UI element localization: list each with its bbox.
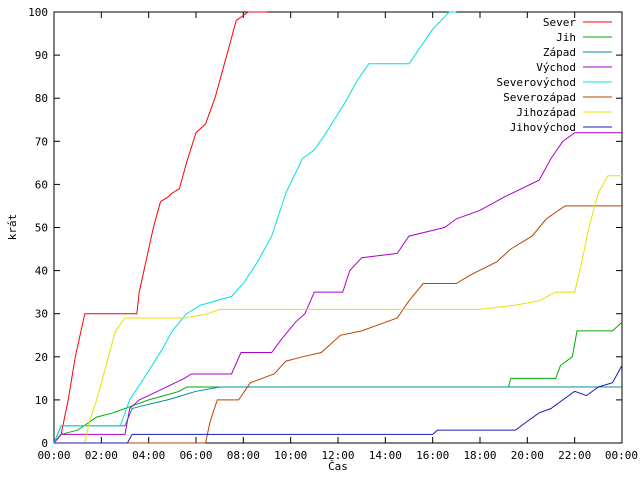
- y-tick-label: 100: [28, 6, 48, 19]
- x-tick-label: 20:00: [511, 449, 544, 462]
- y-tick-label: 80: [35, 92, 48, 105]
- legend: Sever Jih Západ Východ Severovýchod Severozáp…: [497, 16, 612, 134]
- series-line-severovýchod: [53, 11, 457, 444]
- y-tick-label: 0: [41, 437, 48, 450]
- x-tick-label: 18:00: [463, 449, 496, 462]
- y-tick-label: 90: [35, 49, 48, 62]
- y-tick-label: 50: [35, 222, 48, 235]
- tick-group: 0 10 20 30 40 50 60 70 80 90 100 00:00 02:00 04:00 06:…: [28, 6, 638, 462]
- legend-label: Sever: [543, 16, 576, 29]
- series-line-severozápad: [54, 205, 622, 444]
- series-line-jihovýchod: [54, 365, 623, 444]
- y-tick-label: 20: [35, 351, 48, 364]
- series-line-sever: [53, 11, 267, 444]
- x-tick-label: 16:00: [416, 449, 449, 462]
- legend-label: Západ: [543, 46, 576, 59]
- x-tick-label: 00:00: [37, 449, 70, 462]
- y-tick-label: 10: [35, 394, 48, 407]
- legend-label: Jih: [556, 31, 576, 44]
- x-tick-label: 04:00: [132, 449, 165, 462]
- x-tick-label: 00:00: [605, 449, 638, 462]
- y-tick-label: 70: [35, 135, 48, 148]
- legend-label: Severovýchod: [497, 76, 576, 89]
- x-axis-label: Čas: [328, 460, 348, 473]
- y-tick-label: 60: [35, 178, 48, 191]
- x-tick-label: 14:00: [369, 449, 402, 462]
- y-tick-label: 30: [35, 308, 48, 321]
- x-tick-label: 12:00: [321, 449, 354, 462]
- legend-label: Východ: [536, 61, 576, 74]
- series-line-jihozápad: [54, 175, 622, 444]
- x-tick-label: 22:00: [558, 449, 591, 462]
- x-tick-label: 06:00: [179, 449, 212, 462]
- x-tick-label: 02:00: [85, 449, 118, 462]
- legend-label: Jihozápad: [516, 106, 576, 119]
- y-axis-label: krát: [6, 214, 19, 241]
- y-tick-label: 40: [35, 265, 48, 278]
- legend-label: Jihovýchod: [510, 121, 576, 134]
- x-tick-label: 08:00: [227, 449, 260, 462]
- x-tick-label: 10:00: [274, 449, 307, 462]
- series-line-východ: [53, 132, 622, 444]
- series-group: [53, 11, 623, 444]
- legend-label: Severozápad: [503, 91, 576, 104]
